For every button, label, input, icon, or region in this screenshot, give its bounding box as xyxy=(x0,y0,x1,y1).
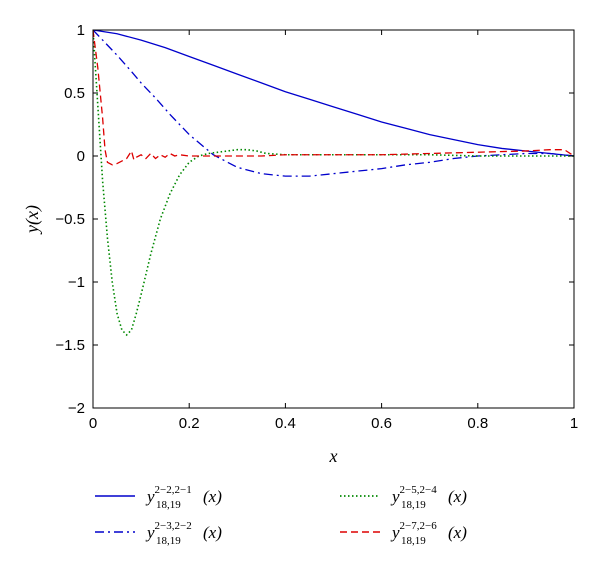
y-tick-label: 0.5 xyxy=(64,85,85,102)
tick-layer: 0 0.2 0.4 0.6 0.8 1 −2 −1.5 −1 −0.5 0 0.5 1 xyxy=(55,22,578,432)
x-tick-label: 1 xyxy=(570,415,578,432)
x-tick-label: 0 xyxy=(89,415,97,432)
legend-label: y2−5,2−4 18,19 (x) xyxy=(390,484,467,511)
y-tick-label: −1 xyxy=(68,274,85,291)
legend-item-2: y2−3,2−2 18,19 (x) xyxy=(95,520,222,547)
series-line-2 xyxy=(93,30,574,177)
legend-label: y2−2,2−1 18,19 (x) xyxy=(145,484,222,511)
series-line-1 xyxy=(93,30,574,157)
y-axis-label: y(x) xyxy=(22,205,43,235)
y-tick-label: −1.5 xyxy=(55,337,85,354)
y-tick-label: 1 xyxy=(77,22,85,39)
x-tick-label: 0.8 xyxy=(467,415,488,432)
x-tick-label: 0.6 xyxy=(371,415,392,432)
series-layer xyxy=(93,30,574,337)
x-tick-label: 0.4 xyxy=(275,415,296,432)
series-line-4 xyxy=(93,30,574,166)
legend-item-4: y2−7,2−6 18,19 (x) xyxy=(340,520,467,547)
y-tick-label: −0.5 xyxy=(55,211,85,228)
legend-label: y2−3,2−2 18,19 (x) xyxy=(145,520,222,547)
legend-label: y2−7,2−6 18,19 (x) xyxy=(390,520,467,547)
series-line-3 xyxy=(93,30,574,337)
legend-item-1: y2−2,2−1 18,19 (x) xyxy=(95,484,222,511)
legend: y2−2,2−1 18,19 (x) y2−3,2−2 18,19 (x) y2−5,2−4… xyxy=(95,484,467,547)
x-tick-label: 0.2 xyxy=(179,415,200,432)
y-tick-label: −2 xyxy=(68,400,85,417)
x-axis-label: x xyxy=(329,446,338,466)
legend-item-3: y2−5,2−4 18,19 (x) xyxy=(340,484,467,511)
plot-frame xyxy=(92,29,575,409)
y-tick-label: 0 xyxy=(77,148,85,165)
